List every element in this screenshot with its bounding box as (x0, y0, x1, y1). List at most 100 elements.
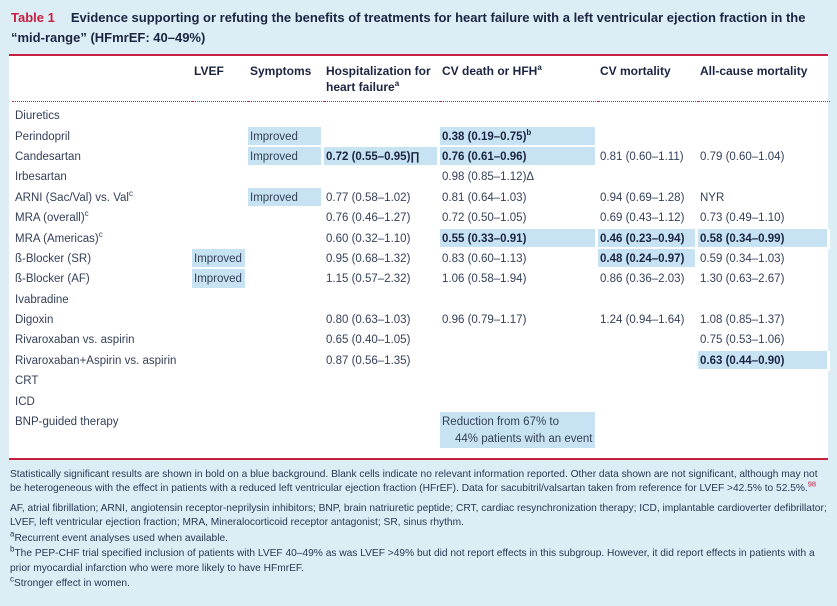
treatment-name: BNP-guided therapy (15, 416, 119, 429)
value-cell (698, 127, 830, 147)
value-cell (192, 371, 248, 391)
footnote-marker: c (128, 188, 133, 198)
value-cell (248, 208, 324, 228)
value-cell: 0.63 (0.44–0.90) (698, 350, 830, 372)
value-cell: 0.96 (0.79–1.17) (442, 314, 527, 327)
value-cell (598, 127, 698, 147)
value-cell (248, 392, 324, 412)
value-cell: 1.08 (0.85–1.37) (700, 314, 785, 327)
table-row: MRA (Americas)c 0.60 (0.32–1.10) 0.55 (0.3… (12, 228, 830, 249)
footnote-b: bThe PEP-CHF trial specified inclusion o… (10, 544, 815, 574)
treatment-name: MRA (Americas)c (15, 229, 103, 245)
value-cell: 0.55 (0.33–0.91) (440, 228, 598, 249)
table-row: Digoxin 0.80 (0.63–1.03) 0.96 (0.79–1.17) 1… (12, 310, 830, 330)
value-cell (248, 269, 324, 289)
value-cell (192, 351, 248, 371)
value-cell (248, 167, 324, 187)
value-cell (248, 351, 324, 371)
value-cell (192, 188, 248, 208)
value-cell (248, 330, 324, 350)
table-row: BNP-guided therapy Reduction from 67% to 4… (12, 412, 830, 450)
value-cell: 0.46 (0.23–0.94) (598, 228, 698, 249)
value-cell (698, 392, 830, 412)
value-cell: Improved (192, 248, 248, 270)
footnote-marker: b (10, 544, 15, 554)
footnote-a: aRecurrent event analyses used when avai… (10, 529, 228, 544)
value-cell (440, 351, 598, 371)
value-cell (598, 102, 698, 127)
value-cell (598, 290, 698, 310)
treatment-name: Perindopril (15, 130, 70, 143)
value-cell: Improved (248, 187, 324, 209)
value-cell (248, 102, 324, 127)
footnote-marker: a (394, 78, 400, 88)
footnote-marker: c (84, 209, 89, 219)
col-cv-mortality: CV mortality (598, 58, 698, 103)
table-row: Diuretics (12, 102, 830, 127)
value-cell (598, 392, 698, 412)
footnote-marker: c (98, 229, 103, 239)
table-title: Evidence supporting or refuting the bene… (11, 10, 806, 45)
value-cell: 0.83 (0.60–1.13) (442, 252, 527, 265)
value-cell (192, 290, 248, 310)
treatment-name: Rivaroxaban+Aspirin vs. aspirin (15, 354, 177, 367)
value-cell: 0.72 (0.55–0.95)∏ (324, 146, 440, 168)
value-cell: 1.24 (0.94–1.64) (600, 314, 685, 327)
treatment-name: Ivabradine (15, 293, 69, 306)
col-lvef: LVEF (192, 58, 248, 103)
treatment-name: Rivaroxaban vs. aspirin (15, 334, 135, 347)
value-cell (440, 330, 598, 350)
value-cell (248, 290, 324, 310)
value-cell (324, 392, 440, 412)
value-cell (324, 167, 440, 187)
value-cell: 0.65 (0.40–1.05) (326, 334, 411, 347)
value-cell (192, 412, 248, 450)
value-cell: 0.98 (0.85–1.12)Δ (442, 171, 535, 184)
data-table: LVEF Symptoms Hospitalization for heart … (12, 58, 830, 450)
value-cell (192, 147, 248, 167)
table-row: ARNI (Sac/Val) vs. Valc Improved 0.77 (0.5… (12, 187, 830, 209)
value-cell: 0.72 (0.50–1.05) (442, 212, 527, 225)
value-cell (248, 249, 324, 269)
value-cell (192, 102, 248, 127)
value-cell (440, 102, 598, 127)
table-row: Candesartan Improved 0.72 (0.55–0.95)∏ 0.76… (12, 146, 830, 168)
value-cell (598, 330, 698, 350)
table-caption: Table 1 Evidence supporting or refuting t… (11, 8, 826, 47)
value-cell: 0.76 (0.46–1.27) (326, 212, 411, 225)
treatment-name: ICD (15, 395, 35, 408)
value-cell: 0.60 (0.32–1.10) (326, 232, 411, 245)
value-cell: 1.30 (0.63–2.67) (700, 273, 785, 286)
footnote-marker: a (537, 63, 542, 72)
table-row: ß-Blocker (AF) Improved 1.15 (0.57–2.32) 1.… (12, 269, 830, 290)
value-cell: 0.94 (0.69–1.28) (600, 191, 685, 204)
value-cell (248, 310, 324, 330)
value-cell (248, 229, 324, 249)
table-row: MRA (overall)c 0.76 (0.46–1.27) 0.72 (0.50… (12, 208, 830, 228)
value-cell: 0.76 (0.61–0.96) (440, 146, 598, 168)
value-cell: 0.81 (0.60–1.11) (600, 150, 684, 163)
value-cell (192, 167, 248, 187)
col-all-cause-mortality: All-cause mortality (698, 58, 830, 103)
value-cell: Reduction from 67% to 44% patients with a… (440, 412, 598, 450)
footnote-legend: Statistically significant results are sh… (10, 468, 818, 495)
col-hospitalization: Hospitalization for heart failurea (324, 58, 440, 103)
footnote-c: cStronger effect in women. (10, 574, 130, 590)
value-cell: 0.48 (0.24–0.97) (598, 248, 698, 270)
value-cell (324, 412, 440, 450)
value-cell: 0.59 (0.34–1.03) (700, 252, 785, 265)
treatment-name: Irbesartan (15, 171, 67, 184)
treatment-name: MRA (overall)c (15, 209, 89, 225)
table-label: Table 1 (11, 10, 55, 25)
col-treatment (12, 58, 192, 103)
table-row: Rivaroxaban vs. aspirin 0.65 (0.40–1.05) 0… (12, 330, 830, 350)
value-cell (698, 412, 830, 450)
value-cell: 1.06 (0.58–1.94) (442, 273, 527, 286)
table-row: Ivabradine (12, 290, 830, 310)
value-cell (440, 392, 598, 412)
value-cell: 0.73 (0.49–1.10) (700, 212, 785, 225)
value-cell: Improved (248, 146, 324, 168)
value-cell: 0.87 (0.56–1.35) (326, 354, 411, 367)
table-sheet: LVEF Symptoms Hospitalization for heart … (9, 54, 830, 460)
value-cell (440, 371, 598, 391)
